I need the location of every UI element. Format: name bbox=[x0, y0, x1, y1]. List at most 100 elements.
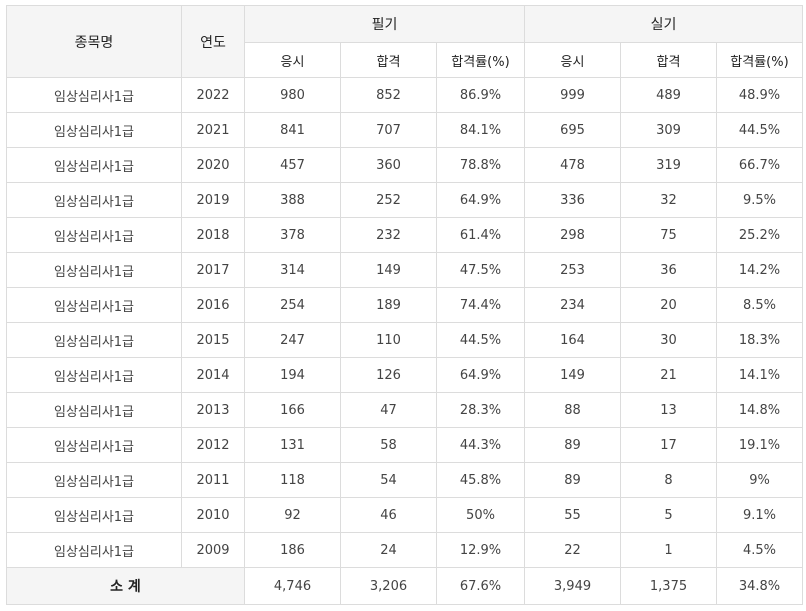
cell-year: 2017 bbox=[181, 252, 245, 288]
cell-written-passed: 149 bbox=[340, 252, 437, 288]
cell-item-name: 임상심리사1급 bbox=[6, 287, 182, 323]
table-row: 임상심리사1급 2021 841 707 84.1% 695 309 44.5% bbox=[6, 112, 803, 148]
cell-year: 2009 bbox=[181, 532, 245, 568]
header-year: 연도 bbox=[181, 5, 245, 78]
cell-written-rate: 12.9% bbox=[436, 532, 525, 568]
cell-written-passed: 852 bbox=[340, 77, 437, 113]
cell-written-rate: 28.3% bbox=[436, 392, 525, 428]
cell-written-passed: 58 bbox=[340, 427, 437, 463]
header-practical-rate: 합격률(%) bbox=[716, 42, 803, 78]
cell-practical-applicants: 55 bbox=[524, 497, 621, 533]
cell-practical-applicants: 234 bbox=[524, 287, 621, 323]
cell-written-applicants: 131 bbox=[244, 427, 341, 463]
cell-written-rate: 47.5% bbox=[436, 252, 525, 288]
table-row: 임상심리사1급 2014 194 126 64.9% 149 21 14.1% bbox=[6, 357, 803, 393]
cell-practical-rate: 8.5% bbox=[716, 287, 803, 323]
cell-practical-passed: 1 bbox=[620, 532, 717, 568]
cell-written-rate: 61.4% bbox=[436, 217, 525, 253]
cell-practical-applicants: 695 bbox=[524, 112, 621, 148]
cell-practical-applicants: 22 bbox=[524, 532, 621, 568]
cell-practical-applicants: 478 bbox=[524, 147, 621, 183]
table-row: 임상심리사1급 2022 980 852 86.9% 999 489 48.9% bbox=[6, 77, 803, 113]
cell-written-applicants: 194 bbox=[244, 357, 341, 393]
cell-practical-rate: 9.1% bbox=[716, 497, 803, 533]
cell-practical-rate: 66.7% bbox=[716, 147, 803, 183]
cell-practical-passed: 13 bbox=[620, 392, 717, 428]
header-written-group: 필기 bbox=[244, 5, 525, 43]
cell-item-name: 임상심리사1급 bbox=[6, 497, 182, 533]
cell-item-name: 임상심리사1급 bbox=[6, 462, 182, 498]
total-row: 소 계 4,746 3,206 67.6% 3,949 1,375 34.8% bbox=[6, 567, 803, 605]
cell-practical-rate: 25.2% bbox=[716, 217, 803, 253]
cell-practical-rate: 14.8% bbox=[716, 392, 803, 428]
cell-year: 2019 bbox=[181, 182, 245, 218]
stats-table-container: 종목명 연도 필기 실기 응시 합격 합격률(%) 응시 합격 합격률(%) 임… bbox=[6, 5, 803, 605]
cell-item-name: 임상심리사1급 bbox=[6, 322, 182, 358]
cell-practical-applicants: 89 bbox=[524, 427, 621, 463]
cell-written-applicants: 186 bbox=[244, 532, 341, 568]
total-practical-passed: 1,375 bbox=[620, 567, 717, 605]
cell-written-passed: 189 bbox=[340, 287, 437, 323]
cell-practical-rate: 14.1% bbox=[716, 357, 803, 393]
cell-practical-passed: 36 bbox=[620, 252, 717, 288]
cell-item-name: 임상심리사1급 bbox=[6, 427, 182, 463]
table-row: 임상심리사1급 2015 247 110 44.5% 164 30 18.3% bbox=[6, 322, 803, 358]
cell-item-name: 임상심리사1급 bbox=[6, 252, 182, 288]
header-written-rate: 합격률(%) bbox=[436, 42, 525, 78]
cell-practical-passed: 20 bbox=[620, 287, 717, 323]
cell-practical-rate: 18.3% bbox=[716, 322, 803, 358]
cell-written-applicants: 92 bbox=[244, 497, 341, 533]
table-row: 임상심리사1급 2018 378 232 61.4% 298 75 25.2% bbox=[6, 217, 803, 253]
cell-written-rate: 50% bbox=[436, 497, 525, 533]
cell-practical-rate: 19.1% bbox=[716, 427, 803, 463]
cell-written-applicants: 457 bbox=[244, 147, 341, 183]
cell-written-rate: 74.4% bbox=[436, 287, 525, 323]
cell-written-passed: 232 bbox=[340, 217, 437, 253]
table-body: 임상심리사1급 2022 980 852 86.9% 999 489 48.9% 임상심리사1급… bbox=[6, 77, 803, 568]
cell-item-name: 임상심리사1급 bbox=[6, 182, 182, 218]
cell-written-rate: 44.5% bbox=[436, 322, 525, 358]
cell-practical-passed: 21 bbox=[620, 357, 717, 393]
cell-written-passed: 126 bbox=[340, 357, 437, 393]
total-written-passed: 3,206 bbox=[340, 567, 437, 605]
cell-written-passed: 24 bbox=[340, 532, 437, 568]
header-item-name: 종목명 bbox=[6, 5, 182, 78]
cell-item-name: 임상심리사1급 bbox=[6, 357, 182, 393]
cell-practical-passed: 32 bbox=[620, 182, 717, 218]
cell-item-name: 임상심리사1급 bbox=[6, 147, 182, 183]
cell-year: 2014 bbox=[181, 357, 245, 393]
table-row: 임상심리사1급 2013 166 47 28.3% 88 13 14.8% bbox=[6, 392, 803, 428]
cell-year: 2015 bbox=[181, 322, 245, 358]
cell-written-rate: 64.9% bbox=[436, 182, 525, 218]
cell-written-applicants: 247 bbox=[244, 322, 341, 358]
table-row: 임상심리사1급 2010 92 46 50% 55 5 9.1% bbox=[6, 497, 803, 533]
total-practical-applicants: 3,949 bbox=[524, 567, 621, 605]
header-written-passed: 합격 bbox=[340, 42, 437, 78]
cell-written-applicants: 118 bbox=[244, 462, 341, 498]
cell-practical-rate: 44.5% bbox=[716, 112, 803, 148]
cell-written-passed: 54 bbox=[340, 462, 437, 498]
table-row: 임상심리사1급 2017 314 149 47.5% 253 36 14.2% bbox=[6, 252, 803, 288]
cell-practical-passed: 75 bbox=[620, 217, 717, 253]
cell-written-passed: 252 bbox=[340, 182, 437, 218]
cell-written-applicants: 378 bbox=[244, 217, 341, 253]
cell-year: 2010 bbox=[181, 497, 245, 533]
cell-item-name: 임상심리사1급 bbox=[6, 217, 182, 253]
cell-practical-passed: 30 bbox=[620, 322, 717, 358]
cell-practical-passed: 8 bbox=[620, 462, 717, 498]
cell-practical-rate: 9.5% bbox=[716, 182, 803, 218]
cell-practical-applicants: 88 bbox=[524, 392, 621, 428]
cell-practical-passed: 5 bbox=[620, 497, 717, 533]
cell-practical-applicants: 89 bbox=[524, 462, 621, 498]
cell-written-applicants: 388 bbox=[244, 182, 341, 218]
cell-written-applicants: 314 bbox=[244, 252, 341, 288]
cell-year: 2018 bbox=[181, 217, 245, 253]
cell-practical-rate: 48.9% bbox=[716, 77, 803, 113]
cell-item-name: 임상심리사1급 bbox=[6, 392, 182, 428]
cell-written-rate: 45.8% bbox=[436, 462, 525, 498]
cell-written-passed: 707 bbox=[340, 112, 437, 148]
cell-written-applicants: 254 bbox=[244, 287, 341, 323]
cell-year: 2021 bbox=[181, 112, 245, 148]
cell-written-passed: 47 bbox=[340, 392, 437, 428]
cell-item-name: 임상심리사1급 bbox=[6, 77, 182, 113]
